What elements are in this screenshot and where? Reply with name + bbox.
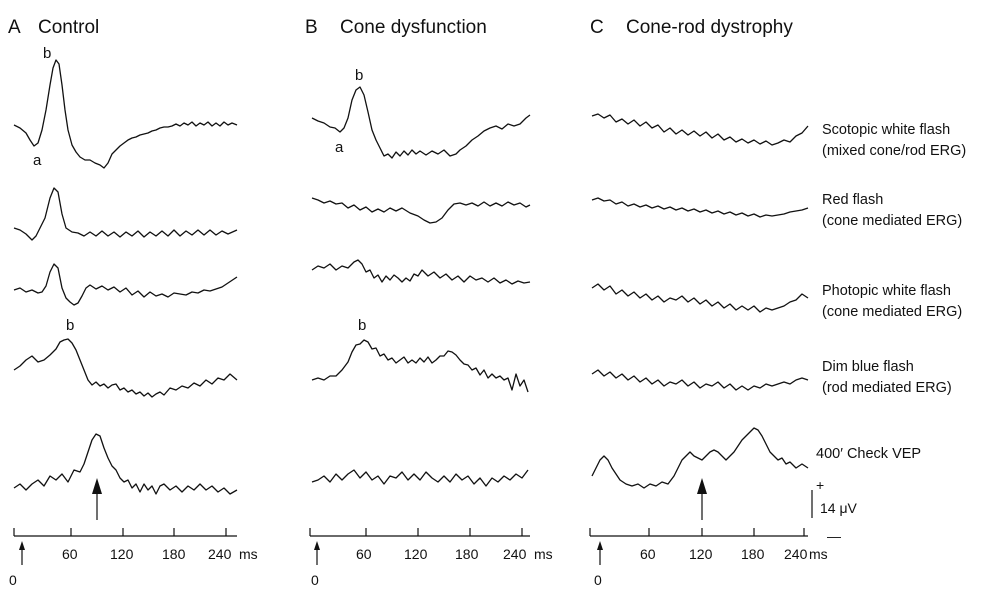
trace-b-scotopic xyxy=(311,86,531,159)
svg-text:ms: ms xyxy=(809,546,828,562)
vep-arrow-c xyxy=(697,478,707,520)
trace-b-red xyxy=(311,197,531,224)
time-axis-c: 60 120 180 240 ms 0 xyxy=(589,528,828,588)
svg-text:120: 120 xyxy=(110,546,134,562)
trace-a-scotopic xyxy=(13,59,238,169)
trace-c-dimblue xyxy=(591,369,809,391)
trace-a-photopic xyxy=(13,263,238,306)
trace-a-red xyxy=(13,187,238,241)
time-axis-b: 60 120 180 240 ms 0 xyxy=(309,528,553,588)
peak-label-b-b-dimblue: b xyxy=(358,317,366,334)
trace-c-vep xyxy=(591,427,809,489)
svg-text:240: 240 xyxy=(503,546,527,562)
svg-text:120: 120 xyxy=(689,546,713,562)
svg-text:B: B xyxy=(305,17,318,38)
svg-text:180: 180 xyxy=(741,546,765,562)
trace-c-red xyxy=(591,197,809,218)
svg-text:ms: ms xyxy=(534,546,553,562)
svg-text:ms: ms xyxy=(239,546,258,562)
svg-text:400′ Check VEP: 400′ Check VEP xyxy=(816,446,921,462)
panel-title-b: B Cone dysfunction xyxy=(305,17,487,38)
svg-text:Red flash: Red flash xyxy=(822,192,883,208)
trace-a-vep xyxy=(13,433,238,495)
peak-label-a-a-scotopic: a xyxy=(33,152,42,169)
svg-text:240: 240 xyxy=(784,546,808,562)
scale-minus: — xyxy=(827,528,841,544)
svg-text:180: 180 xyxy=(162,546,186,562)
svg-text:60: 60 xyxy=(640,546,656,562)
svg-text:(cone mediated ERG): (cone mediated ERG) xyxy=(822,304,962,320)
svg-text:C: C xyxy=(590,17,604,38)
peak-label-b-b-scotopic: b xyxy=(355,67,363,84)
peak-label-b-a-dimblue: b xyxy=(66,317,74,334)
trace-a-dimblue xyxy=(13,338,238,398)
svg-text:Cone dysfunction: Cone dysfunction xyxy=(340,17,487,38)
scale-bar: + 14 μV — xyxy=(811,477,858,544)
trace-b-dimblue xyxy=(311,339,529,393)
svg-text:Control: Control xyxy=(38,17,99,38)
svg-text:120: 120 xyxy=(404,546,428,562)
peak-label-b-a-scotopic: b xyxy=(43,45,51,62)
panel-title-a: A Control xyxy=(8,17,99,38)
svg-text:Dim blue flash: Dim blue flash xyxy=(822,359,914,375)
svg-text:Scotopic white flash: Scotopic white flash xyxy=(822,122,950,138)
trace-b-vep xyxy=(311,469,529,487)
svg-text:60: 60 xyxy=(356,546,372,562)
svg-text:Photopic white flash: Photopic white flash xyxy=(822,283,951,299)
svg-text:A: A xyxy=(8,17,21,38)
svg-text:(rod mediated ERG): (rod mediated ERG) xyxy=(822,380,952,396)
svg-text:0: 0 xyxy=(594,572,602,588)
peak-label-a-b-scotopic: a xyxy=(335,139,344,156)
svg-text:Cone-rod dystrophy: Cone-rod dystrophy xyxy=(626,17,793,38)
svg-text:(mixed cone/rod ERG): (mixed cone/rod ERG) xyxy=(822,143,966,159)
svg-text:60: 60 xyxy=(62,546,78,562)
row-label-photopic: Photopic white flash (cone mediated ERG) xyxy=(822,283,962,320)
vep-arrow-a xyxy=(92,478,102,520)
svg-text:(cone mediated ERG): (cone mediated ERG) xyxy=(822,213,962,229)
scale-label: 14 μV xyxy=(820,500,858,516)
row-label-dimblue: Dim blue flash (rod mediated ERG) xyxy=(822,359,952,396)
trace-b-photopic xyxy=(311,259,531,285)
row-label-scotopic: Scotopic white flash (mixed cone/rod ERG… xyxy=(822,122,966,159)
svg-text:0: 0 xyxy=(311,572,319,588)
scale-plus: + xyxy=(816,477,824,493)
trace-c-photopic xyxy=(591,283,809,313)
svg-text:180: 180 xyxy=(455,546,479,562)
svg-text:0: 0 xyxy=(9,572,17,588)
time-axis-a: 60 120 180 240 ms 0 xyxy=(9,528,258,588)
row-label-red: Red flash (cone mediated ERG) xyxy=(822,192,962,229)
svg-text:240: 240 xyxy=(208,546,232,562)
row-label-vep: 400′ Check VEP xyxy=(816,446,921,462)
trace-c-scotopic xyxy=(591,113,809,146)
panel-title-c: C Cone-rod dystrophy xyxy=(590,17,793,38)
